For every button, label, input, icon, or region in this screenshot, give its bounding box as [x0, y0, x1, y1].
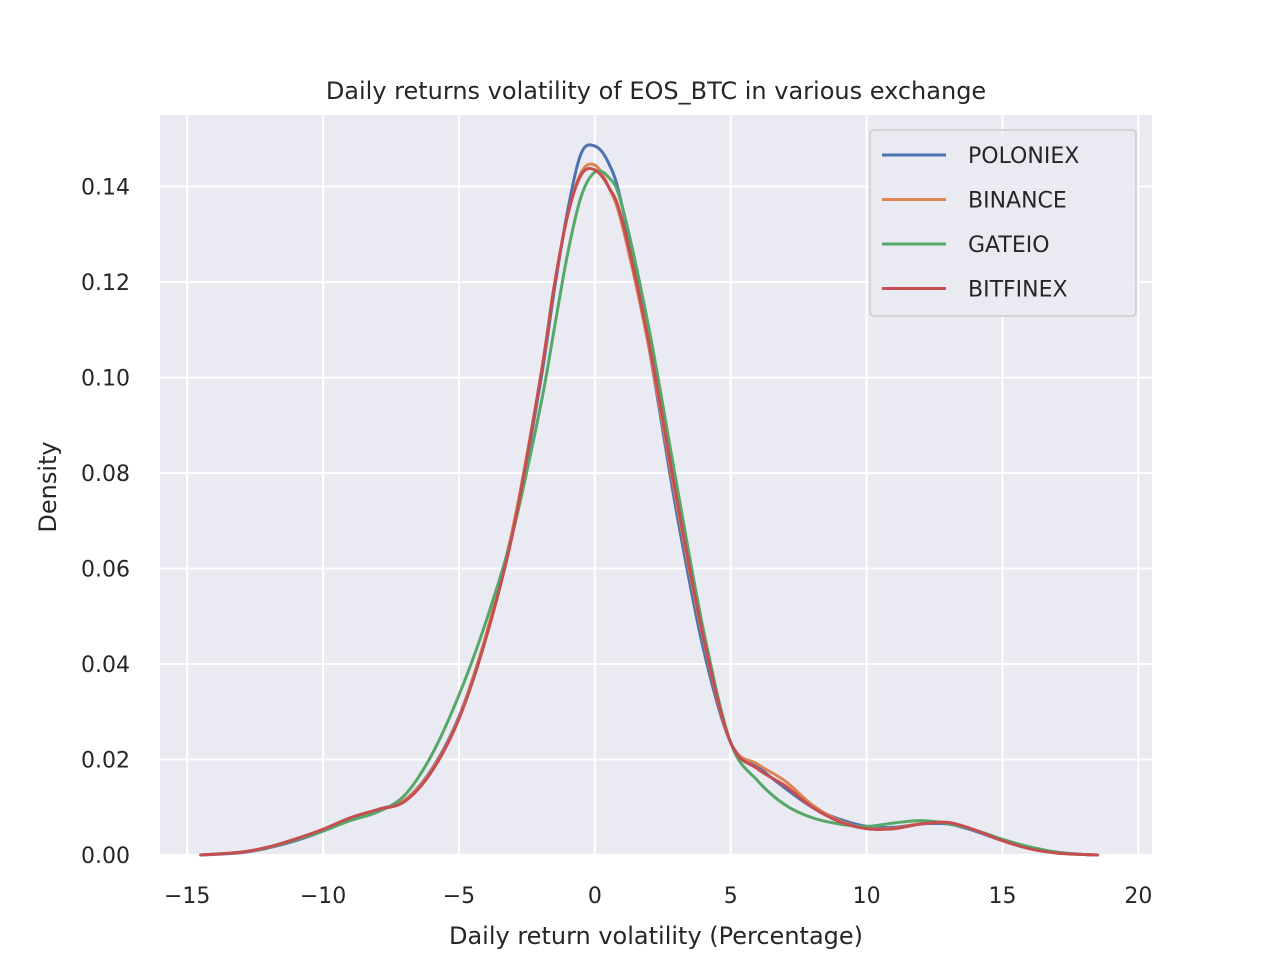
legend-label-gateio: GATEIO [968, 233, 1050, 258]
y-tick-label: 0.12 [81, 271, 130, 296]
x-tick-label: 10 [853, 884, 881, 909]
x-tick-label: −10 [300, 884, 346, 909]
y-tick-label: 0.06 [81, 558, 130, 583]
y-tick-label: 0.02 [81, 749, 130, 774]
x-tick-label: 20 [1124, 884, 1152, 909]
x-axis-ticks: −15 −10 −5 0 5 10 15 20 [164, 884, 1152, 909]
x-tick-label: 0 [588, 884, 602, 909]
legend-label-poloniex: POLONIEX [968, 144, 1079, 169]
legend-label-bitfinex: BITFINEX [968, 278, 1068, 303]
chart-title: Daily returns volatility of EOS_BTC in v… [326, 77, 986, 105]
y-axis-label: Density [34, 441, 62, 532]
y-tick-label: 0.04 [81, 653, 130, 678]
series-line-bitfinex [199, 167, 1100, 857]
x-tick-label: −15 [164, 884, 210, 909]
y-tick-label: 0.14 [81, 176, 130, 201]
y-tick-label: 0.08 [81, 462, 130, 487]
x-axis-label: Daily return volatility (Percentage) [449, 922, 863, 950]
legend: POLONIEX BINANCE GATEIO BITFINEX [869, 129, 1137, 317]
x-tick-label: 15 [989, 884, 1017, 909]
y-tick-label: 0.00 [81, 844, 130, 869]
legend-label-binance: BINANCE [968, 189, 1067, 214]
x-tick-label: −5 [443, 884, 475, 909]
y-tick-label: 0.10 [81, 367, 130, 392]
x-tick-label: 5 [724, 884, 738, 909]
density-curves [199, 143, 1100, 857]
y-axis-ticks: 0.00 0.02 0.04 0.06 0.08 0.10 0.12 0.14 [81, 176, 130, 869]
legend-box [869, 129, 1137, 317]
